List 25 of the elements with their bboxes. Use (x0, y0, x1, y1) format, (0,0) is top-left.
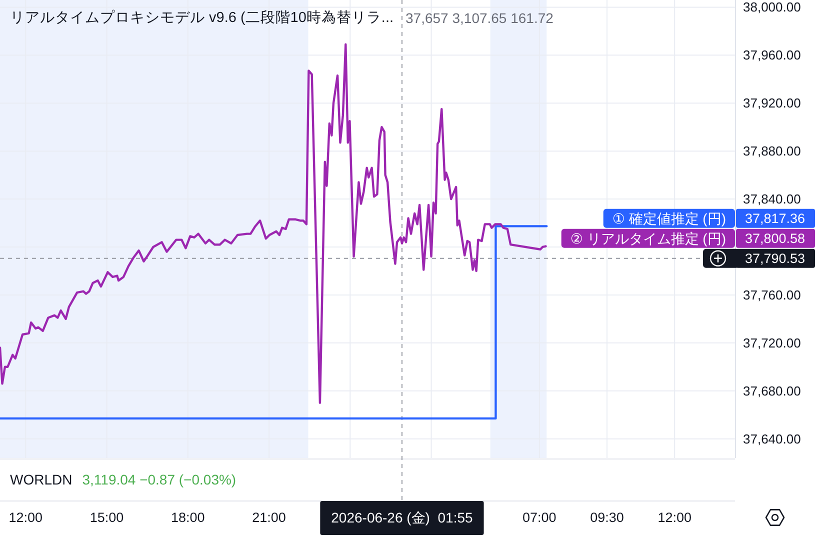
x-tick-label: 18:00 (171, 510, 205, 525)
x-tick-label: 09:30 (590, 510, 624, 525)
x-tick-label: 15:00 (90, 510, 124, 525)
y-tick-label: 37,680.00 (743, 383, 801, 398)
y-tick-label: 37,840.00 (743, 192, 801, 207)
text: WORLDN (10, 472, 72, 488)
y-tick-label: 37,760.00 (743, 287, 801, 302)
text: リアルタイムプロキシモデル v9.6 (二段階10時為替リラ... (10, 9, 394, 26)
y-tick-label: 37,640.00 (743, 431, 801, 446)
y-tick-label: 37,880.00 (743, 144, 801, 159)
crosshair-time: 2026-06-26 (金) 01:55 (320, 501, 484, 535)
x-tick-label: 07:00 (522, 510, 556, 525)
crosshair-price: 37,790.53 (736, 248, 815, 268)
ref-line-label: 37,790.53 (745, 250, 806, 266)
x-tick-label: 21:00 (252, 510, 286, 525)
y-tick-label: 37,920.00 (743, 96, 801, 111)
y-tick-label: 37,720.00 (743, 335, 801, 350)
x-tick-label: 12:00 (8, 510, 43, 525)
series-label: ② リアルタイム推定 (円) (570, 230, 726, 246)
ref-line-label: 2026-06-26 (金) 01:55 (331, 510, 474, 526)
y-tick-label: 37,960.00 (743, 48, 801, 63)
text: 3,119.04 −0.87 (−0.03%) (82, 472, 236, 488)
annotation: 37,657 3,107.65 161.72 (406, 10, 554, 26)
x-tick-label: 12:00 (658, 510, 692, 525)
y-tick-label: 38,000.00 (743, 0, 801, 15)
